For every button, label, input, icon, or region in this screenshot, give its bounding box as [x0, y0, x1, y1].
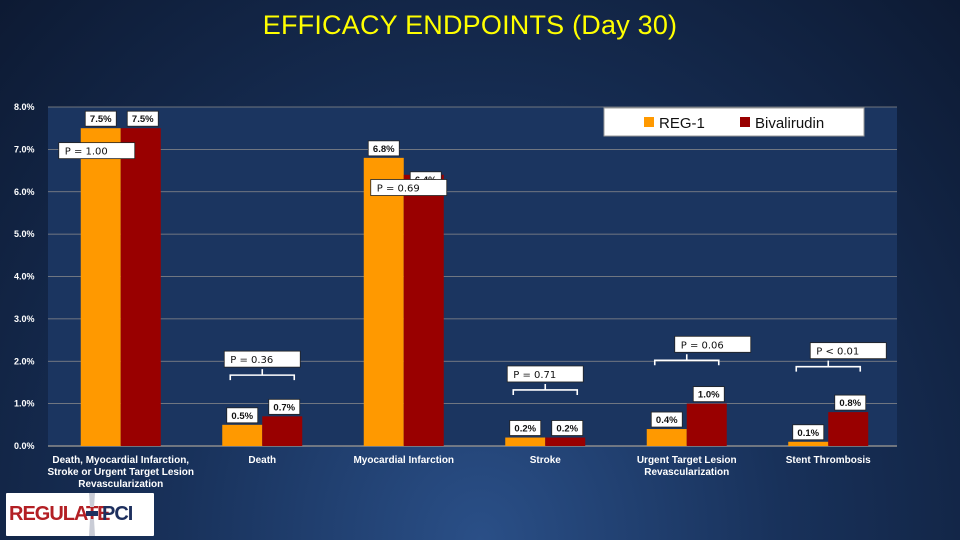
- data-label-box: [792, 424, 825, 441]
- category-labels: Death, Myocardial Infarction,Stroke or U…: [47, 455, 871, 490]
- legend-label: Bivalirudin: [755, 115, 824, 132]
- category-label: Myocardial Infarction: [353, 455, 454, 466]
- y-tick-label: 1.0%: [14, 399, 35, 409]
- data-label-box: [84, 110, 117, 127]
- p-value-bracket: [229, 369, 296, 381]
- legend-swatch: [644, 117, 654, 127]
- data-label-box: [650, 411, 683, 428]
- logo-text-regulate: REGULATE: [9, 503, 111, 525]
- bar-bivalirudin: [686, 403, 727, 446]
- category-label: Urgent Target Lesion: [637, 455, 737, 466]
- bar-bivalirudin: [262, 416, 303, 446]
- category-label: Stroke or Urgent Target Lesion: [47, 467, 194, 478]
- y-tick-label: 3.0%: [14, 314, 35, 324]
- data-label-box: [692, 386, 725, 403]
- p-value-box: [370, 179, 448, 196]
- bar-reg1: [222, 424, 263, 446]
- p-value-box: [506, 365, 584, 383]
- category-label: Revascularization: [78, 479, 163, 490]
- bar-bivalirudin: [545, 437, 586, 446]
- category-label: Revascularization: [644, 467, 729, 478]
- data-label: 1.0%: [698, 390, 720, 401]
- data-label-box: [509, 420, 542, 436]
- data-label: 0.1%: [797, 428, 819, 439]
- p-value-label: P = 0.36: [230, 355, 273, 366]
- data-label: 0.4%: [656, 415, 678, 426]
- legend-swatch: [740, 117, 750, 127]
- bar-bivalirudin: [403, 174, 444, 447]
- legend-label: REG-1: [659, 115, 705, 132]
- p-value-box: [809, 342, 887, 360]
- y-tick-label: 0.0%: [14, 441, 35, 451]
- bar-reg1: [80, 128, 121, 446]
- p-value-label: P < 0.01: [816, 347, 859, 358]
- category-label: Death: [248, 455, 276, 466]
- p-value-label: P = 0.06: [681, 340, 724, 351]
- category-label: Stent Thrombosis: [786, 455, 871, 466]
- p-value-box: [223, 350, 301, 368]
- data-label: 7.5%: [132, 114, 154, 125]
- data-label: 6.8%: [373, 144, 395, 155]
- y-tick-label: 8.0%: [14, 102, 35, 112]
- y-axis-ticks: 0.0% 1.0% 2.0% 3.0% 4.0% 5.0% 6.0% 7.0% 8.0%: [14, 102, 35, 451]
- logo-dash-mark: [86, 493, 98, 536]
- y-tick-label: 2.0%: [14, 356, 35, 366]
- p-value-bracket: [795, 360, 862, 372]
- data-label-box: [226, 407, 259, 424]
- bar-reg1: [363, 157, 404, 446]
- p-value-label: P = 0.69: [377, 184, 420, 195]
- data-label-box: [551, 420, 584, 436]
- data-label-box: [126, 110, 159, 127]
- bar-reg1: [646, 429, 687, 446]
- logo-text-pci: PCI: [102, 503, 133, 525]
- regulate-pci-logo: REGULATE PCI: [6, 493, 154, 536]
- data-label: 0.7%: [273, 402, 295, 413]
- p-value-box: [674, 335, 752, 353]
- data-label-box: [268, 398, 301, 415]
- p-value-box: [58, 142, 136, 160]
- category-label: Stroke: [530, 455, 562, 466]
- bar-reg1: [788, 441, 829, 446]
- bar-reg1: [505, 437, 546, 446]
- y-tick-label: 4.0%: [14, 272, 35, 282]
- p-value-bracket: [653, 354, 720, 366]
- data-label: 0.5%: [231, 411, 253, 422]
- data-label-box: [834, 394, 867, 411]
- y-tick-label: 6.0%: [14, 187, 35, 197]
- bar-bivalirudin: [120, 128, 161, 446]
- bar-bivalirudin: [828, 412, 869, 446]
- gridlines: [48, 106, 897, 447]
- y-tick-label: 5.0%: [14, 229, 35, 239]
- legend: REG-1 Bivalirudin: [603, 107, 865, 137]
- p-value-label: P = 0.71: [513, 370, 556, 381]
- data-label: 0.2%: [556, 424, 578, 435]
- category-label: Death, Myocardial Infarction,: [52, 455, 189, 466]
- bars: [80, 128, 869, 447]
- data-label: 0.8%: [839, 398, 861, 409]
- p-value-label: P = 1.00: [65, 147, 108, 158]
- data-label: 0.2%: [514, 424, 536, 435]
- slide-title: EFFICACY ENDPOINTS (Day 30): [262, 10, 678, 40]
- p-value-annotations: P = 1.00 P = 0.36 P = 0.69 P = 0.71 P = 0.06…: [58, 142, 887, 395]
- data-label: 7.5%: [90, 114, 112, 125]
- data-label-box: [367, 140, 400, 157]
- p-value-bracket: [512, 383, 579, 395]
- legend-box: [603, 107, 865, 137]
- y-tick-label: 7.0%: [14, 144, 35, 154]
